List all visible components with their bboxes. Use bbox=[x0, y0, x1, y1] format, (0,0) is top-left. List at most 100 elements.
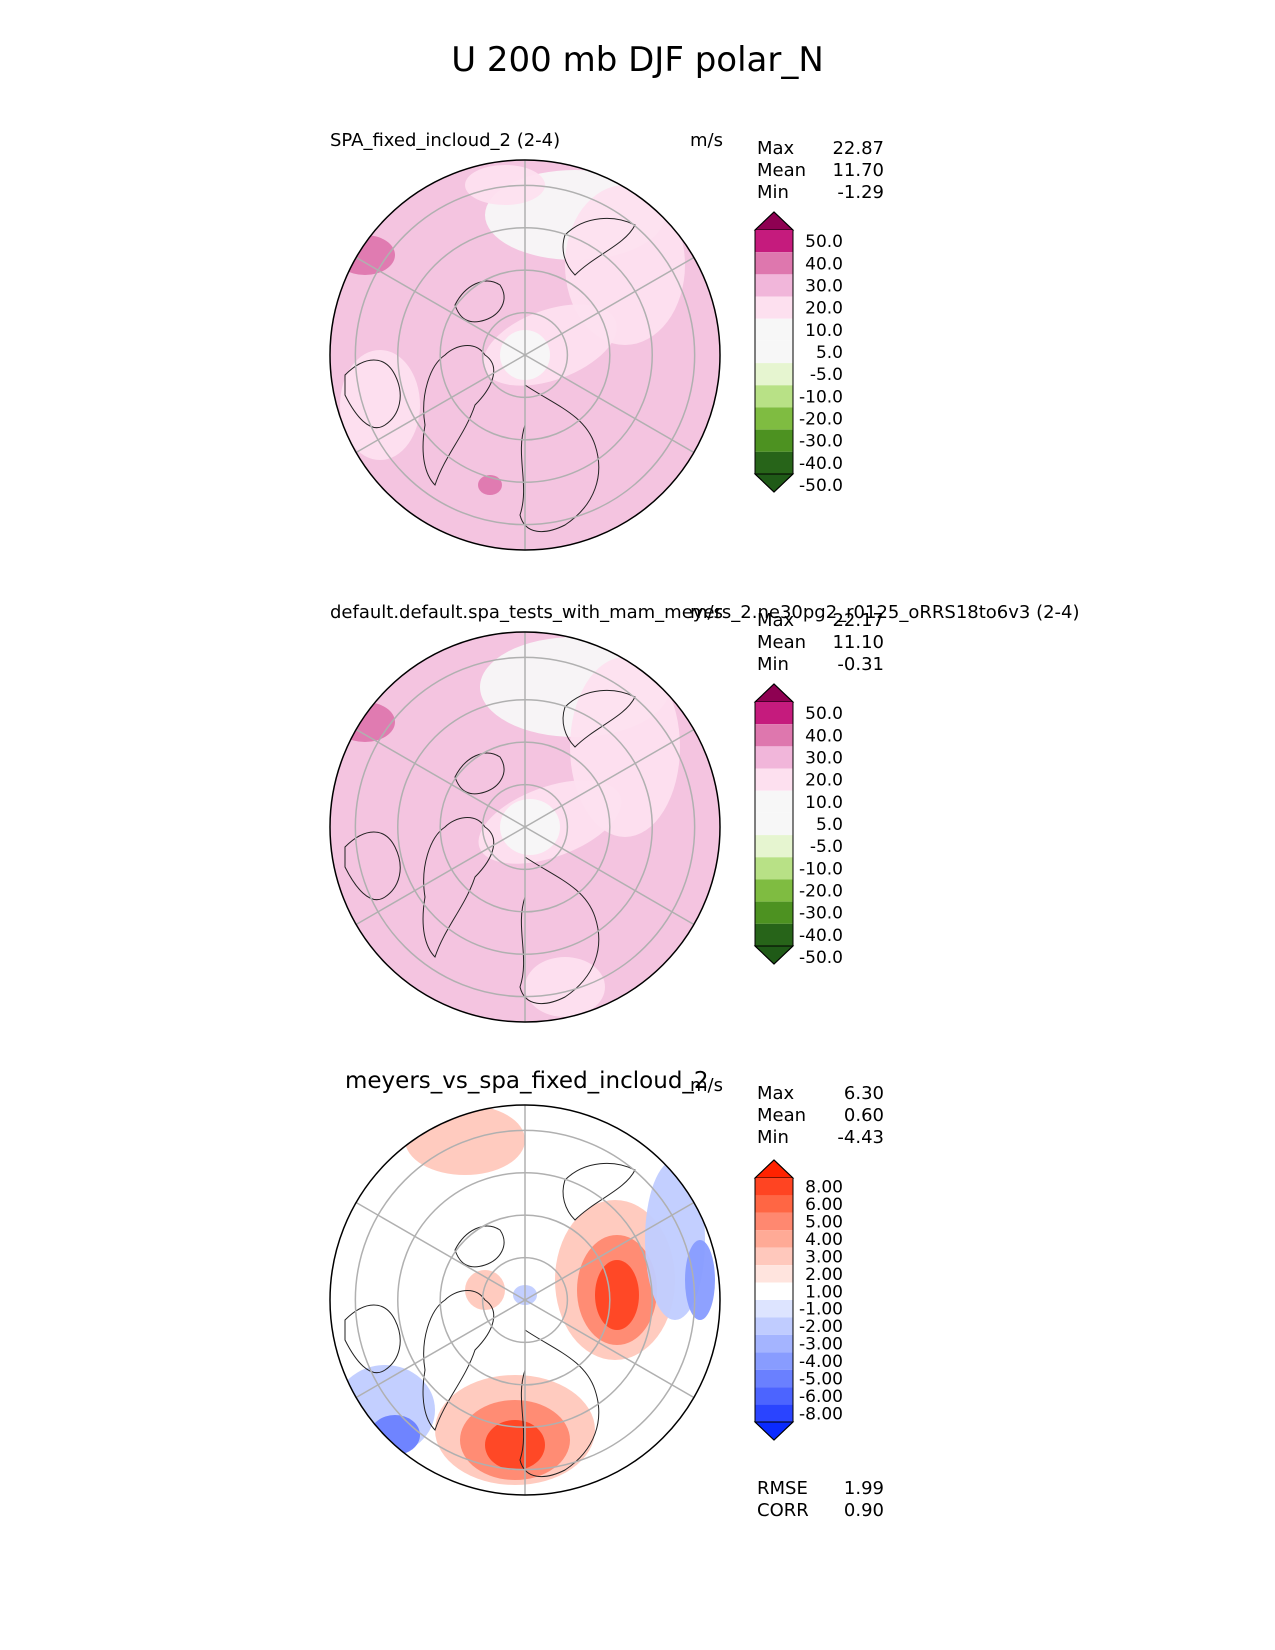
colorbar-tick-label: -50.0 bbox=[799, 476, 843, 496]
colorbar-tick-label: 3.00 bbox=[805, 1247, 843, 1267]
colorbar-segment bbox=[755, 923, 793, 946]
panel1-polar-map bbox=[329, 159, 721, 551]
longitude-line bbox=[355, 728, 526, 828]
corr-label: CORR bbox=[757, 1500, 809, 1521]
colorbar-segment bbox=[755, 296, 793, 319]
land-outline bbox=[454, 1225, 505, 1268]
colorbar-tick-label: 6.00 bbox=[805, 1195, 843, 1215]
stat-max: 22.17 bbox=[832, 610, 884, 631]
colorbar-segment bbox=[755, 1369, 793, 1388]
longitude-line bbox=[524, 256, 695, 356]
rmse-value: 1.99 bbox=[843, 1478, 884, 1499]
colorbar-segment bbox=[755, 318, 793, 341]
stat-mean: 11.70 bbox=[832, 160, 884, 181]
stat-label: Max bbox=[757, 138, 795, 159]
colorbar-tick-label: -5.0 bbox=[810, 837, 843, 857]
colorbar-extend-bottom bbox=[753, 1421, 795, 1441]
panel2-stats: Max 22.17 Mean 11.10 Min -0.31 bbox=[757, 610, 884, 676]
colorbar-tick-label: 2.00 bbox=[805, 1265, 843, 1285]
contour-region bbox=[370, 1415, 420, 1455]
longitude-line bbox=[355, 354, 526, 454]
panel1-colorbar: 50.040.0 30.020.010.05.0-5.0-10.0 -20.0-30… bbox=[753, 211, 843, 496]
stat-max: 6.30 bbox=[843, 1083, 884, 1104]
land-outline bbox=[562, 217, 636, 276]
colorbar-segment bbox=[755, 1247, 793, 1266]
stat-min: -4.43 bbox=[837, 1127, 884, 1148]
colorbar-tick-label: -4.00 bbox=[799, 1352, 843, 1372]
land-outline bbox=[519, 384, 600, 533]
colorbar-segment bbox=[755, 451, 793, 474]
colorbar-segment bbox=[755, 790, 793, 813]
stat-label: Mean bbox=[757, 160, 807, 181]
colorbar-segment bbox=[755, 1404, 793, 1422]
colorbar-segment bbox=[755, 1178, 793, 1196]
colorbar-segment bbox=[755, 340, 793, 364]
panel3-polar-map bbox=[329, 1104, 721, 1496]
stat-max: 22.87 bbox=[832, 138, 884, 159]
colorbar-segment bbox=[755, 385, 793, 408]
colorbar-tick-label: -10.0 bbox=[799, 387, 843, 407]
colorbar-outline bbox=[754, 683, 794, 965]
colorbar-segment bbox=[755, 812, 793, 836]
colorbar-tick-label: 50.0 bbox=[805, 232, 843, 252]
stat-mean: 0.60 bbox=[843, 1105, 884, 1126]
contour-region bbox=[485, 1420, 545, 1470]
map-field bbox=[330, 632, 720, 1022]
colorbar-extend-bottom bbox=[753, 473, 795, 493]
colorbar-tick-label: 20.0 bbox=[805, 299, 843, 319]
map-field bbox=[330, 160, 720, 550]
colorbar-segment bbox=[755, 252, 793, 275]
figure-title: U 200 mb DJF polar_N bbox=[451, 40, 824, 80]
colorbar-tick-label: 5.00 bbox=[805, 1213, 843, 1233]
colorbar-segment bbox=[755, 274, 793, 297]
colorbar-tick-label: 30.0 bbox=[805, 277, 843, 297]
colorbar-extend-top bbox=[753, 1159, 795, 1179]
stat-label: Max bbox=[757, 1083, 795, 1104]
colorbar-tick-label: 30.0 bbox=[805, 749, 843, 769]
colorbar-tick-label: -1.00 bbox=[799, 1300, 843, 1320]
colorbar-tick-label: -10.0 bbox=[799, 859, 843, 879]
panel3-units: m/s bbox=[690, 1075, 723, 1096]
colorbar-tick-label: -40.0 bbox=[799, 454, 843, 474]
stat-min: -1.29 bbox=[837, 182, 884, 203]
contour-region bbox=[335, 702, 395, 742]
colorbar-segment bbox=[755, 879, 793, 902]
colorbar-tick-label: -3.00 bbox=[799, 1335, 843, 1355]
contour-region bbox=[565, 185, 685, 345]
colorbar-tick-label: -5.0 bbox=[810, 365, 843, 385]
colorbar-segment bbox=[755, 768, 793, 791]
colorbar-segment bbox=[755, 1334, 793, 1353]
stat-label: Min bbox=[757, 654, 789, 675]
panel1-units: m/s bbox=[690, 130, 723, 151]
colorbar-tick-label: 5.0 bbox=[816, 815, 843, 835]
colorbar-tick-label: 40.0 bbox=[805, 726, 843, 746]
contour-region bbox=[478, 475, 502, 495]
colorbar-extend-bottom bbox=[753, 945, 795, 965]
colorbar-tick-label: 10.0 bbox=[805, 793, 843, 813]
colorbar-segment bbox=[755, 1387, 793, 1405]
colorbar-tick-label: 40.0 bbox=[805, 254, 843, 274]
corr-value: 0.90 bbox=[843, 1500, 884, 1521]
colorbar-tick-label: -20.0 bbox=[799, 882, 843, 902]
colorbar-extend-top bbox=[753, 683, 795, 703]
colorbar-segment bbox=[755, 1230, 793, 1248]
longitude-line bbox=[524, 354, 695, 454]
panel3-error-stats: RMSE 1.99 CORR 0.90 bbox=[757, 1478, 884, 1522]
stat-label: Mean bbox=[757, 1105, 807, 1126]
colorbar-segment bbox=[755, 1282, 793, 1300]
stat-label: Max bbox=[757, 610, 795, 631]
colorbar-segment bbox=[755, 724, 793, 747]
colorbar-segment bbox=[755, 429, 793, 452]
contour-region bbox=[595, 1260, 639, 1330]
colorbar-tick-label: -50.0 bbox=[799, 948, 843, 968]
colorbar-tick-label: -20.0 bbox=[799, 410, 843, 430]
longitude-line bbox=[524, 826, 695, 926]
panel2-units: m/s bbox=[690, 602, 723, 623]
land-outline bbox=[344, 1304, 401, 1374]
colorbar-tick-label: -2.00 bbox=[799, 1317, 843, 1337]
stat-label: Min bbox=[757, 1127, 789, 1148]
colorbar-segment bbox=[755, 1195, 793, 1213]
contour-region bbox=[525, 957, 605, 1017]
colorbar-segment bbox=[755, 857, 793, 880]
colorbar-segment bbox=[755, 1265, 793, 1283]
